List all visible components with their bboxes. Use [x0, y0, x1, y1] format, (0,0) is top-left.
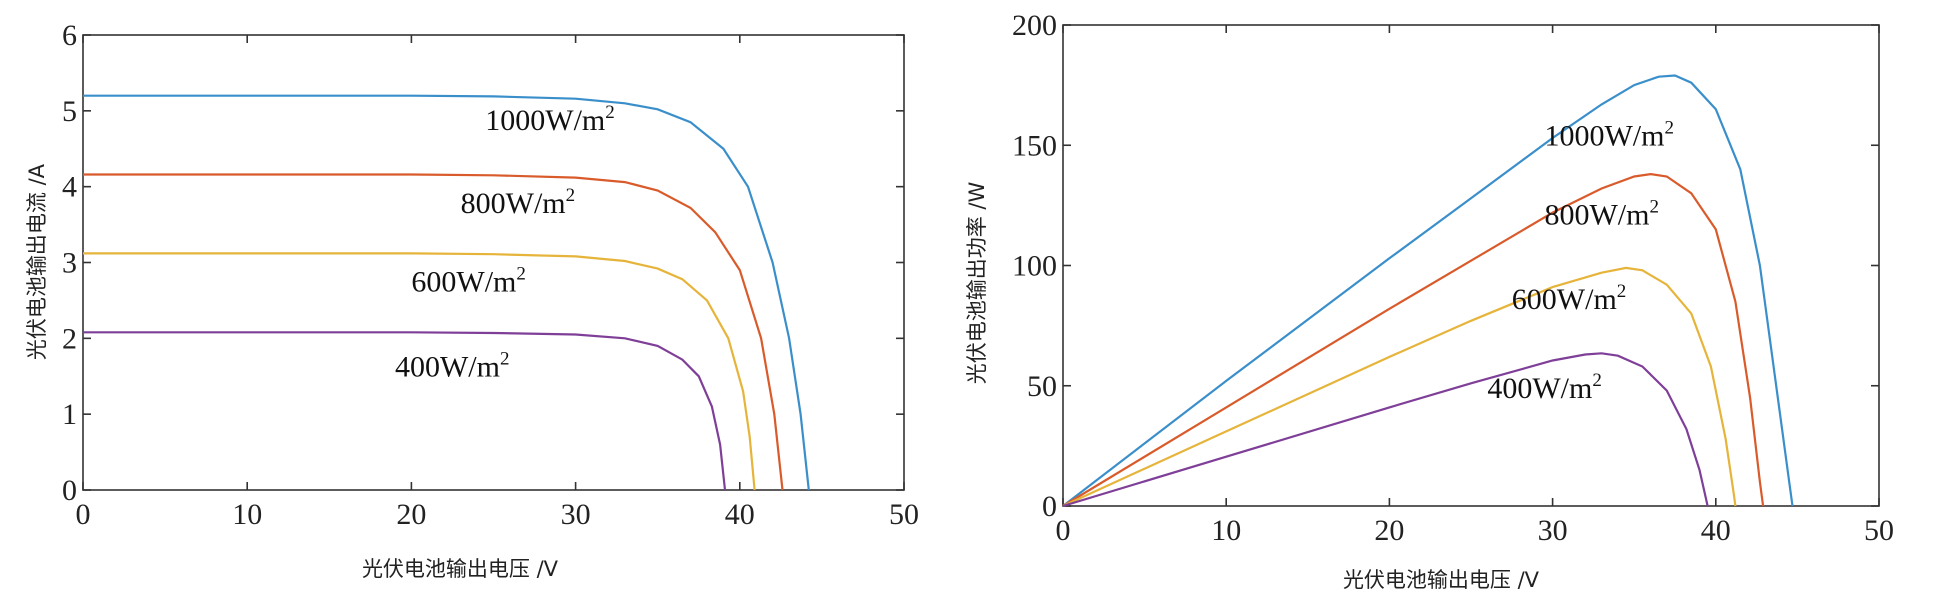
- pv-series-line: [1062, 266, 1737, 508]
- pv-series-line: [1062, 352, 1709, 508]
- iv-x-tick-label: 20: [396, 498, 426, 531]
- iv-x-tick-label: 10: [232, 498, 262, 531]
- pv-series-line: [1062, 74, 1794, 507]
- iv-series: [83, 94, 810, 491]
- iv-curve-labels: 1000W/m2 800W/m2 600W/m2 400W/m2: [395, 102, 615, 383]
- pv-curve-label: 400W/m2: [1487, 370, 1602, 405]
- pv-curve-label: 600W/m2: [1512, 281, 1627, 316]
- pv-x-tick-label: 50: [1864, 514, 1894, 547]
- pv-chart: 0 10 20 30 40 50 0 50 100 150 200 1000W/m2 800W/m2…: [965, 9, 1894, 592]
- iv-x-tick-label: 40: [725, 498, 755, 531]
- iv-y-tick-label: 0: [62, 474, 77, 507]
- pv-series-line: [1062, 172, 1765, 507]
- pv-series: [1062, 74, 1794, 508]
- iv-x-tick-labels: 0 10 20 30 40 50: [76, 498, 920, 531]
- iv-curve-label: 1000W/m2: [485, 102, 615, 137]
- pv-x-tick-label: 40: [1701, 514, 1731, 547]
- pv-curve-label: 1000W/m2: [1544, 117, 1674, 152]
- pv-x-tick-label: 20: [1374, 514, 1404, 547]
- iv-series-line: [83, 173, 784, 491]
- iv-series-line: [83, 94, 810, 491]
- iv-axis-ticks: [82, 34, 905, 491]
- iv-curve-label: 600W/m2: [411, 263, 526, 298]
- iv-y-tick-label: 3: [62, 247, 77, 280]
- pv-y-tick-label: 150: [1012, 129, 1057, 162]
- iv-series-line: [83, 331, 727, 491]
- pv-curve-labels: 1000W/m2 800W/m2 600W/m2 400W/m2: [1487, 117, 1674, 405]
- iv-y-tick-label: 2: [62, 322, 77, 355]
- iv-curve-label: 400W/m2: [395, 348, 510, 383]
- pv-y-tick-label: 100: [1012, 250, 1057, 283]
- iv-y-tick-label: 4: [62, 171, 77, 204]
- pv-y-tick-label: 50: [1027, 370, 1057, 403]
- pv-x-tick-label: 0: [1056, 514, 1071, 547]
- pv-x-tick-label: 30: [1538, 514, 1568, 547]
- pv-y-tick-labels: 0 50 100 150 200: [1012, 9, 1057, 523]
- iv-curve-label: 800W/m2: [461, 185, 576, 220]
- iv-y-axis-label: 光伏电池输出电流 /A: [25, 163, 49, 360]
- pv-x-tick-labels: 0 10 20 30 40 50: [1056, 514, 1895, 547]
- iv-series-line: [83, 252, 756, 491]
- iv-x-tick-label: 30: [561, 498, 591, 531]
- pv-y-tick-label: 200: [1012, 9, 1057, 42]
- iv-y-tick-labels: 0 1 2 3 4 5 6: [62, 19, 77, 507]
- iv-chart: 0 10 20 30 40 50 0 1 2 3 4 5 6 1000W/m2 800W/m2 600W/…: [25, 19, 919, 581]
- pv-x-axis-label: 光伏电池输出电压 /V: [1343, 568, 1540, 592]
- iv-y-tick-label: 1: [62, 398, 77, 431]
- iv-y-tick-label: 6: [62, 19, 77, 52]
- iv-x-tick-label: 0: [76, 498, 91, 531]
- pv-plot-frame: [1062, 24, 1880, 507]
- pv-x-tick-label: 10: [1211, 514, 1241, 547]
- pv-axis-ticks: [1062, 24, 1880, 507]
- iv-x-tick-label: 50: [889, 498, 919, 531]
- pv-curve-label: 800W/m2: [1544, 197, 1659, 232]
- pv-y-axis-label: 光伏电池输出功率 /W: [965, 182, 989, 385]
- pv-y-tick-label: 0: [1042, 490, 1057, 523]
- iv-y-tick-label: 5: [62, 95, 77, 128]
- iv-x-axis-label: 光伏电池输出电压 /V: [362, 557, 559, 581]
